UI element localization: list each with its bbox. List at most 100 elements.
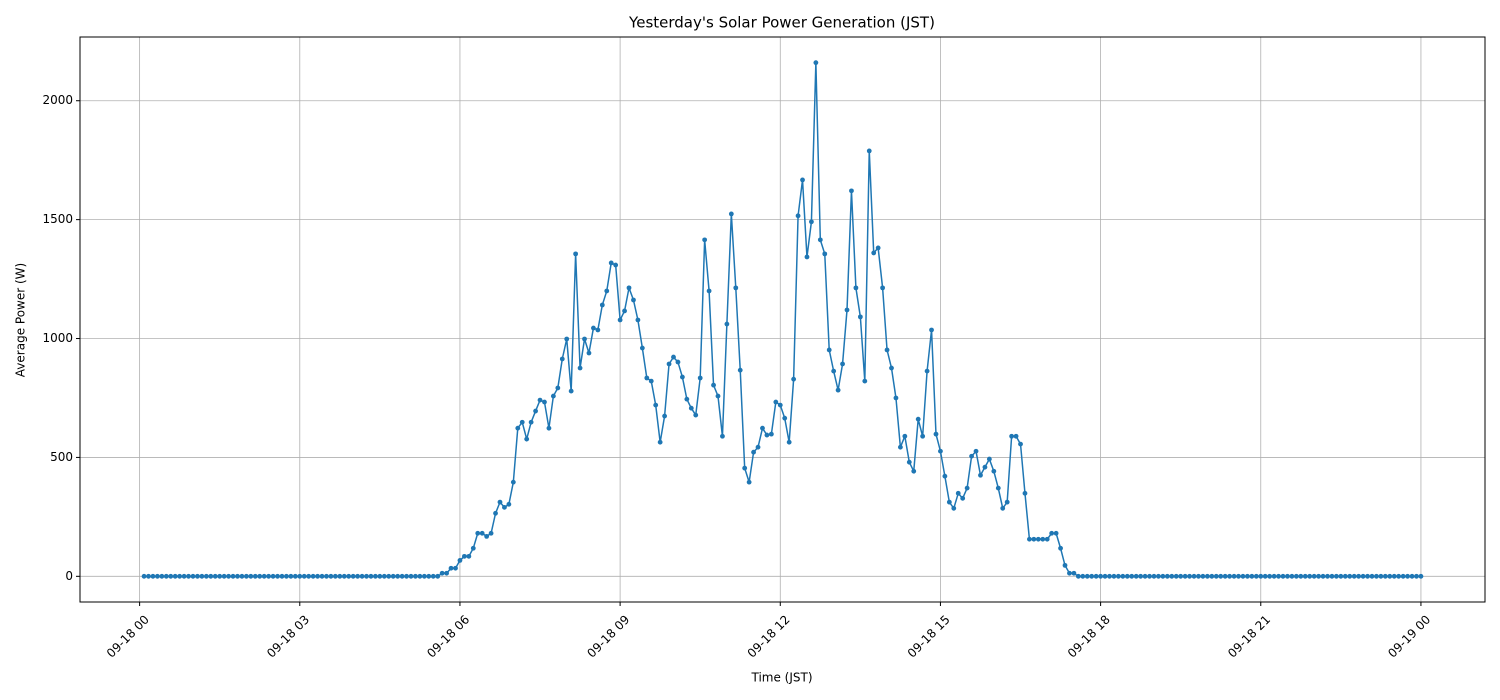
- data-point: [1338, 573, 1344, 579]
- data-point: [417, 573, 423, 579]
- data-point: [684, 396, 690, 402]
- data-point: [1151, 573, 1157, 579]
- data-point: [1102, 573, 1108, 579]
- data-point: [306, 573, 312, 579]
- data-point: [1405, 573, 1410, 579]
- data-point: [897, 444, 903, 450]
- data-point: [915, 416, 921, 422]
- data-point: [413, 573, 418, 579]
- data-point: [435, 573, 441, 579]
- data-point: [284, 573, 289, 579]
- x-tick-label: 09-18 09: [584, 612, 632, 660]
- data-point: [1009, 433, 1015, 439]
- data-point: [822, 251, 828, 257]
- data-point: [519, 419, 525, 425]
- data-point: [662, 413, 668, 419]
- data-point: [146, 573, 151, 579]
- data-point: [568, 388, 574, 394]
- data-point: [279, 573, 285, 579]
- data-point: [493, 510, 498, 516]
- data-point: [177, 573, 183, 579]
- data-point: [622, 308, 627, 314]
- data-point: [648, 378, 654, 384]
- data-point: [853, 285, 859, 291]
- data-point: [190, 573, 196, 579]
- data-point: [1391, 573, 1397, 579]
- data-point: [1204, 573, 1210, 579]
- data-point: [542, 399, 547, 405]
- data-point: [1320, 573, 1326, 579]
- data-point: [1209, 573, 1215, 579]
- y-tick-label: 1500: [42, 212, 73, 226]
- data-point: [1400, 573, 1406, 579]
- data-point: [880, 285, 886, 291]
- data-point: [1080, 573, 1086, 579]
- data-point: [1111, 573, 1117, 579]
- y-tick-label: 500: [50, 450, 73, 464]
- data-line: [144, 62, 1421, 578]
- data-point: [1098, 573, 1104, 579]
- data-point: [475, 530, 481, 536]
- data-point: [395, 573, 401, 579]
- data-point: [724, 321, 730, 327]
- data-point: [404, 573, 409, 579]
- data-point: [1124, 573, 1130, 579]
- data-point: [1365, 573, 1370, 579]
- data-point: [399, 573, 405, 579]
- data-point: [1004, 499, 1010, 505]
- data-point: [755, 444, 761, 450]
- data-point: [1387, 573, 1393, 579]
- data-point: [862, 378, 868, 384]
- data-point: [1382, 573, 1388, 579]
- data-point: [248, 573, 254, 579]
- data-point: [364, 573, 369, 579]
- data-point: [288, 573, 294, 579]
- data-point: [1200, 573, 1206, 579]
- data-point: [1298, 573, 1304, 579]
- data-point: [1156, 573, 1161, 579]
- data-point: [1342, 573, 1348, 579]
- data-point: [310, 573, 316, 579]
- data-point: [1178, 573, 1184, 579]
- data-point: [155, 573, 160, 579]
- data-point: [141, 573, 147, 579]
- data-point: [773, 399, 779, 405]
- data-point: [1062, 562, 1068, 568]
- data-point: [217, 573, 223, 579]
- data-point: [221, 573, 227, 579]
- data-point: [1414, 573, 1419, 579]
- data-point: [1138, 573, 1144, 579]
- data-point: [426, 573, 432, 579]
- data-point: [470, 545, 476, 551]
- data-point: [969, 453, 974, 459]
- data-point: [1049, 530, 1055, 536]
- data-point: [995, 485, 1001, 491]
- data-point: [1142, 573, 1148, 579]
- data-point: [604, 288, 610, 294]
- data-point: [924, 368, 930, 374]
- data-point: [942, 473, 948, 479]
- data-point: [951, 505, 957, 511]
- data-point: [297, 573, 303, 579]
- data-point: [168, 573, 174, 579]
- data-point: [1222, 573, 1228, 579]
- data-point: [479, 530, 485, 536]
- data-point: [1187, 573, 1192, 579]
- data-point: [1307, 573, 1313, 579]
- data-point: [172, 573, 178, 579]
- data-point: [319, 573, 325, 579]
- data-point: [1378, 573, 1384, 579]
- y-tick-label: 2000: [42, 93, 73, 107]
- data-point: [666, 361, 672, 367]
- data-point: [350, 573, 356, 579]
- data-point: [1262, 573, 1268, 579]
- data-point: [920, 433, 926, 439]
- data-point: [1196, 573, 1201, 579]
- data-point: [1191, 573, 1197, 579]
- y-axis-label: Average Power (W): [14, 263, 28, 377]
- data-point: [359, 573, 365, 579]
- data-point: [377, 573, 383, 579]
- data-point: [292, 573, 298, 579]
- data-point: [831, 368, 837, 374]
- data-point: [461, 553, 467, 559]
